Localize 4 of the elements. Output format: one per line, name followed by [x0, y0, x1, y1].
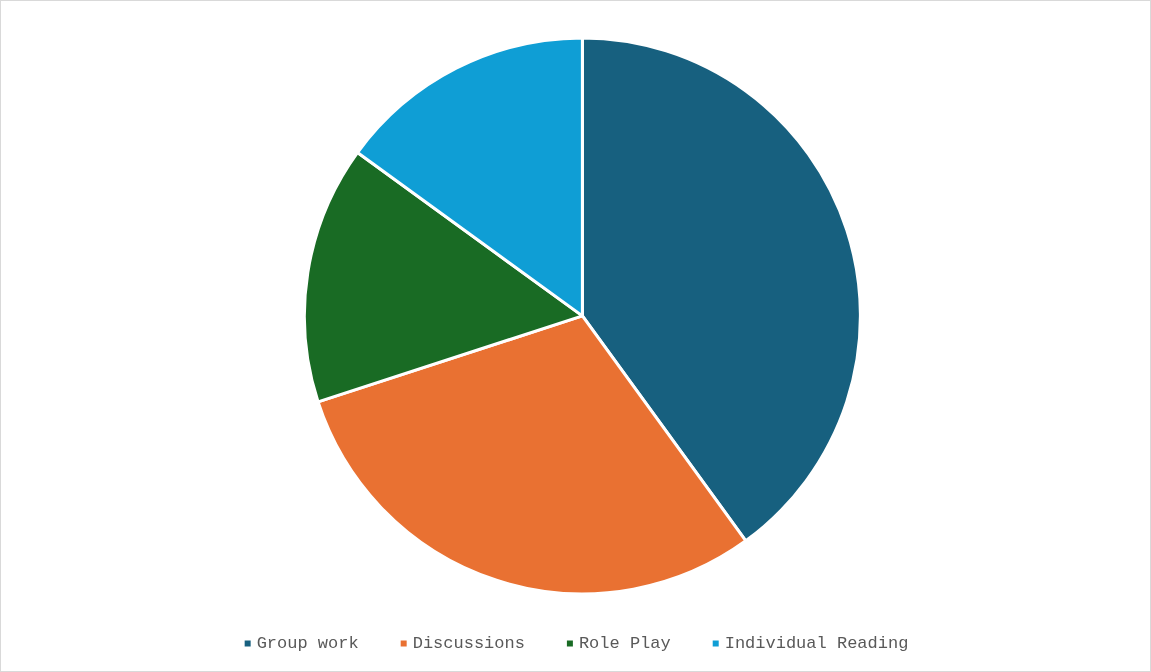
legend-label: Group work: [256, 634, 359, 653]
legend-label: Discussions: [412, 634, 525, 653]
legend-label: Role Play: [578, 634, 671, 653]
legend-label: Individual Reading: [724, 634, 909, 653]
